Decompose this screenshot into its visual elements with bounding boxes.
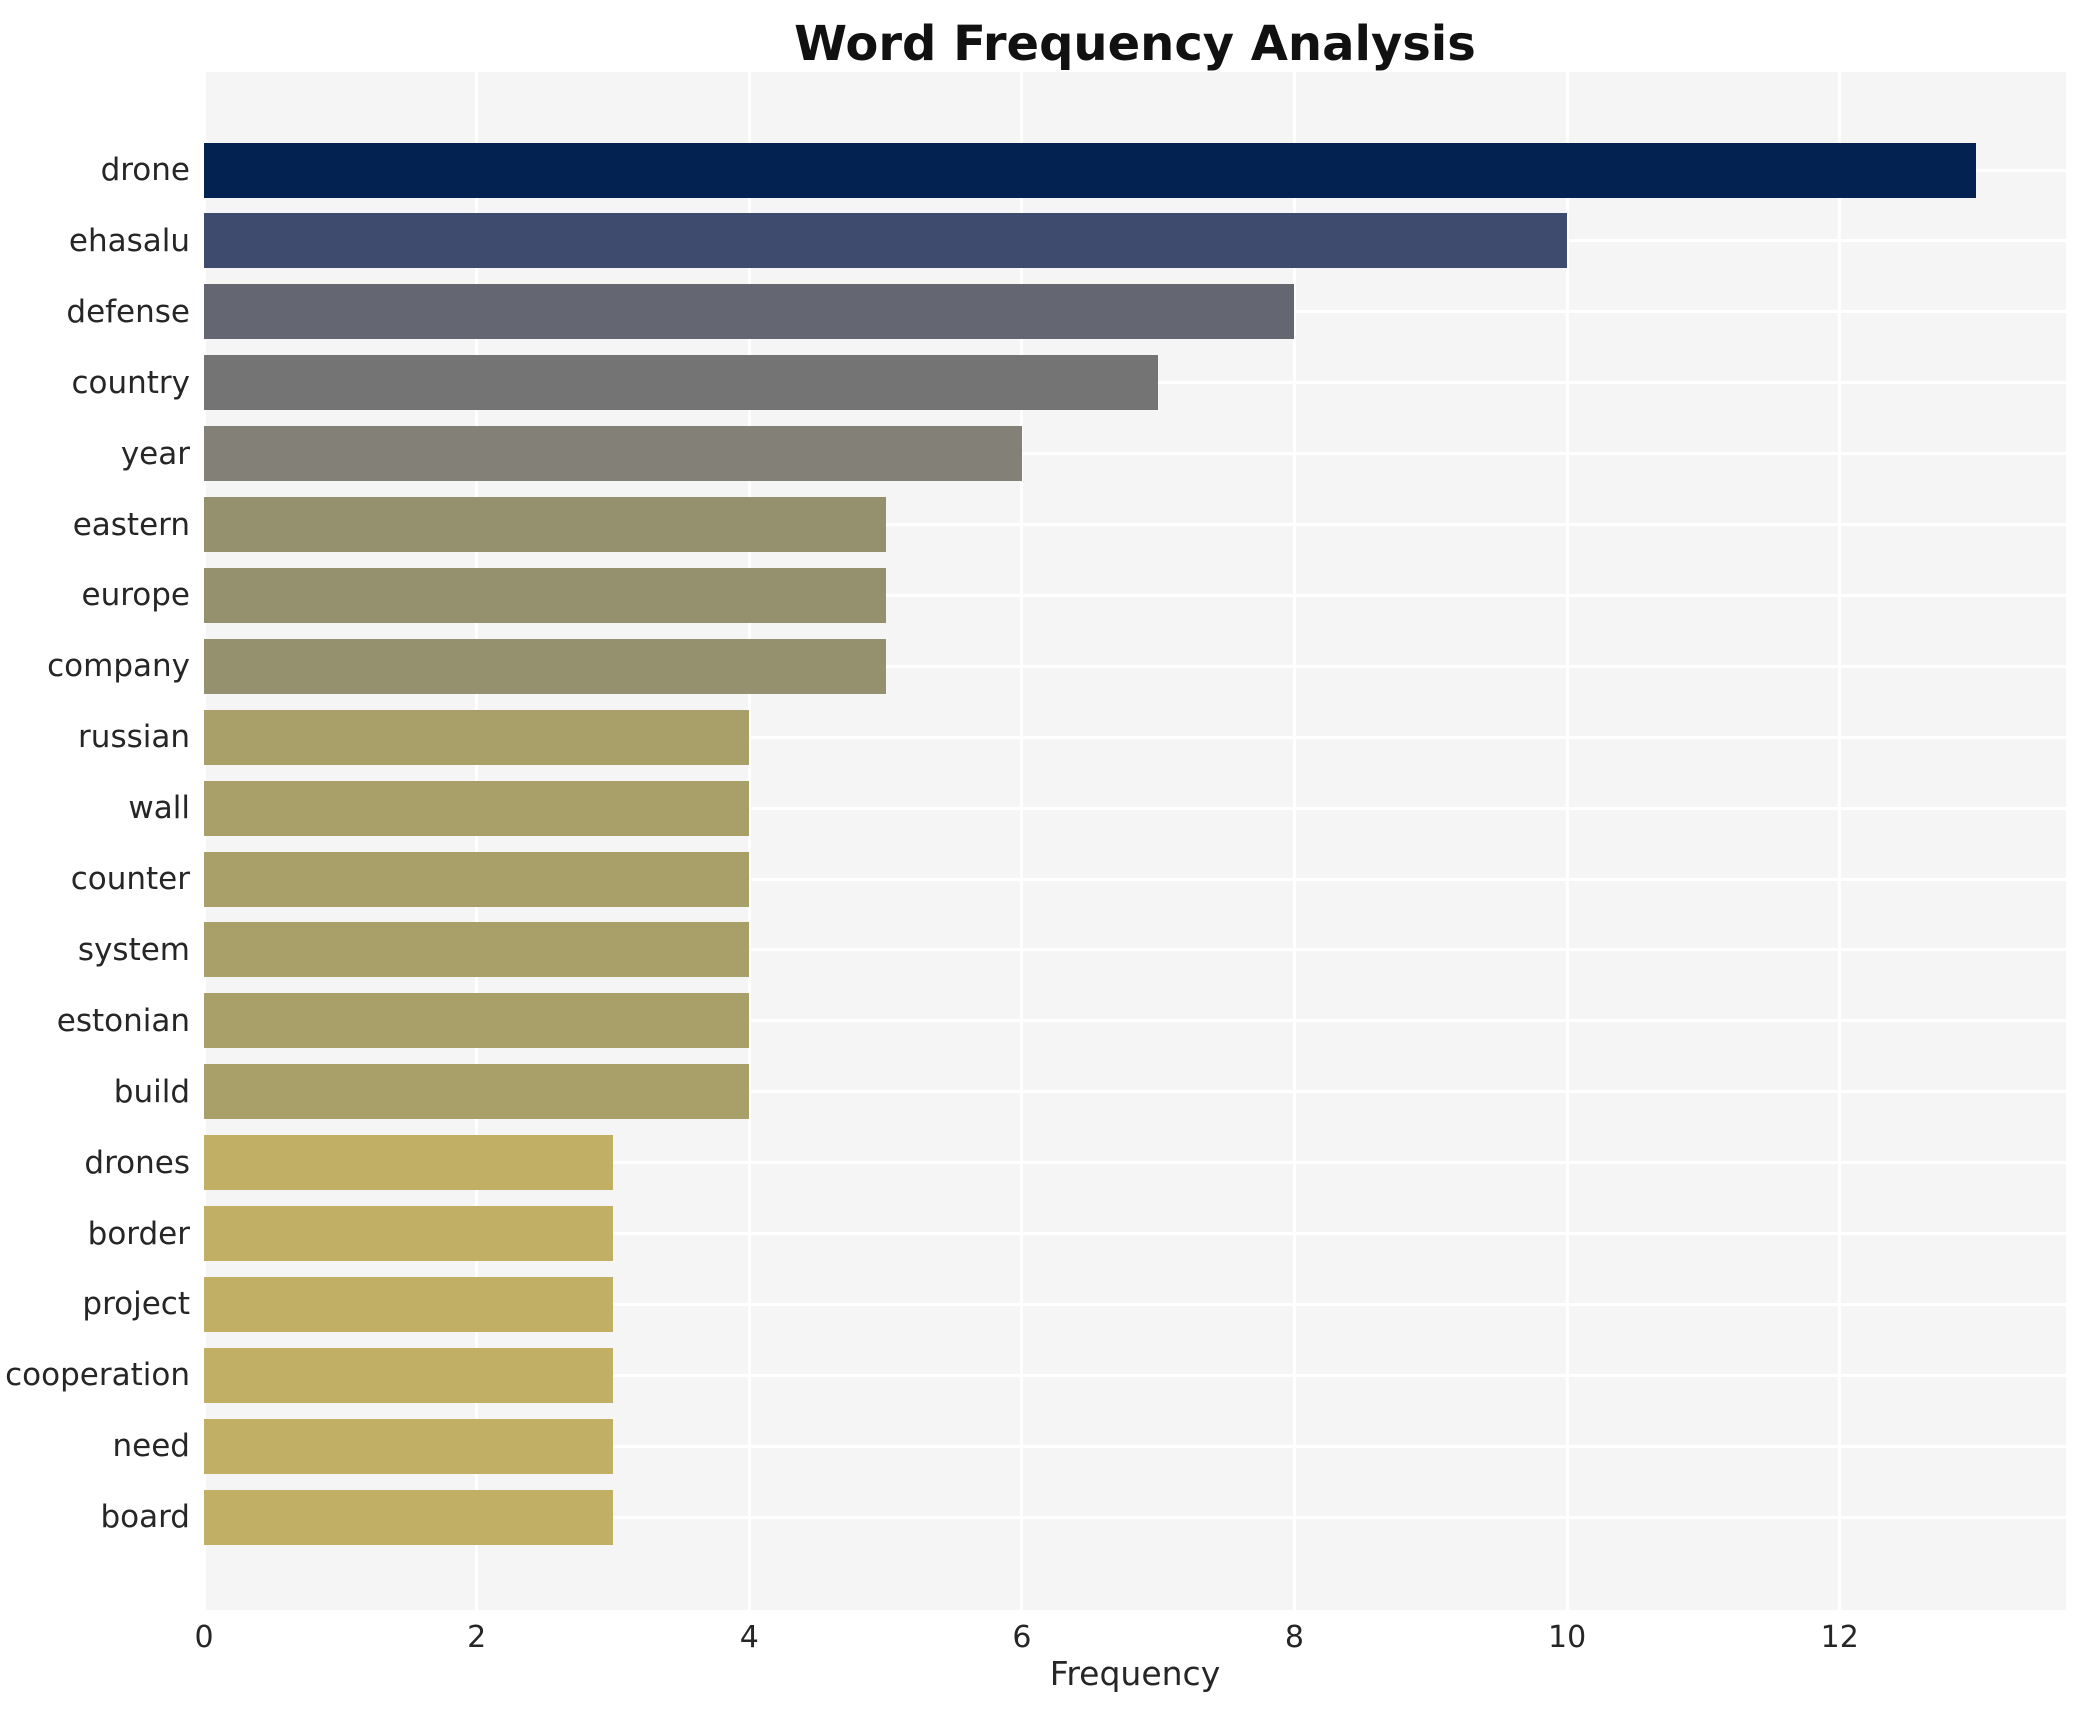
x-tick-label: 6 (1012, 1620, 1032, 1655)
bar-defense (204, 284, 1295, 340)
gridline-horizontal (204, 523, 2066, 526)
gridline-vertical (747, 72, 751, 1610)
x-tick-label: 4 (739, 1620, 759, 1655)
bar-system (204, 922, 750, 978)
bar-year (204, 426, 1022, 482)
bar-estonian (204, 993, 750, 1049)
x-tick-label: 8 (1284, 1620, 1305, 1655)
y-tick-label: need (112, 1428, 190, 1465)
y-tick-label: russian (78, 719, 190, 756)
plot-area (202, 72, 2066, 1610)
gridline-horizontal (204, 806, 2066, 810)
gridline-horizontal (204, 1090, 2066, 1094)
bar-border (204, 1206, 613, 1261)
gridline-vertical (202, 72, 206, 1610)
x-tick-label: 12 (1820, 1620, 1859, 1655)
x-tick-label: 0 (194, 1620, 214, 1655)
gridline-horizontal (204, 1302, 2066, 1306)
bar-counter (204, 851, 750, 907)
y-tick-label: project (82, 1286, 190, 1323)
y-tick-label: defense (66, 293, 190, 330)
gridline-vertical (1020, 72, 1024, 1610)
gridline-horizontal (204, 593, 2066, 597)
y-tick-label: build (113, 1073, 190, 1110)
y-tick-label: wall (128, 790, 190, 827)
bar-cooperation (204, 1347, 613, 1403)
y-tick-label: cooperation (5, 1357, 190, 1394)
y-tick-label: system (77, 931, 190, 968)
bar-europe (204, 567, 886, 623)
gridline-horizontal (204, 1161, 2066, 1165)
x-tick-label: 10 (1548, 1620, 1587, 1655)
y-tick-label: board (100, 1499, 190, 1536)
bar-drone (204, 142, 1977, 198)
bar-need (204, 1418, 613, 1474)
gridline-horizontal (204, 1444, 2066, 1448)
x-tick-label: 2 (467, 1620, 487, 1655)
bar-ehasalu (204, 213, 1568, 269)
gridline-horizontal (204, 1373, 2066, 1377)
y-tick-label: company (47, 648, 190, 685)
y-tick-label: europe (81, 577, 191, 614)
bar-russian (204, 709, 750, 765)
gridline-horizontal (204, 735, 2066, 739)
gridline-horizontal (204, 664, 2066, 668)
y-tick-label: ehasalu (68, 222, 190, 259)
gridline-vertical (1565, 72, 1569, 1610)
y-tick-label: drones (84, 1144, 190, 1181)
chart-title: Word Frequency Analysis (794, 16, 1476, 72)
bar-wall (204, 780, 750, 836)
gridline-vertical (1838, 72, 1842, 1610)
y-tick-label: year (120, 435, 190, 472)
y-tick-label: estonian (56, 1002, 190, 1039)
bar-board (204, 1489, 613, 1545)
y-tick-label: counter (70, 861, 190, 897)
bar-project (204, 1276, 613, 1332)
gridline-horizontal (204, 877, 2066, 881)
bar-build (204, 1064, 750, 1120)
bar-eastern (204, 497, 886, 552)
x-axis-title: Frequency (1049, 1654, 1221, 1693)
gridline-horizontal (204, 1515, 2066, 1519)
gridline-horizontal (204, 452, 2066, 456)
bar-drones (204, 1135, 613, 1191)
bar-company (204, 638, 886, 694)
gridline-horizontal (204, 1232, 2066, 1235)
gridline-horizontal (204, 1019, 2066, 1023)
bar-country (204, 355, 1159, 411)
gridline-horizontal (204, 948, 2066, 952)
y-tick-label: border (87, 1215, 190, 1252)
y-tick-label: country (71, 364, 190, 401)
y-tick-label: drone (100, 152, 190, 188)
gridline-vertical (1292, 72, 1296, 1610)
gridline-vertical (475, 72, 479, 1610)
y-tick-label: eastern (72, 506, 190, 543)
